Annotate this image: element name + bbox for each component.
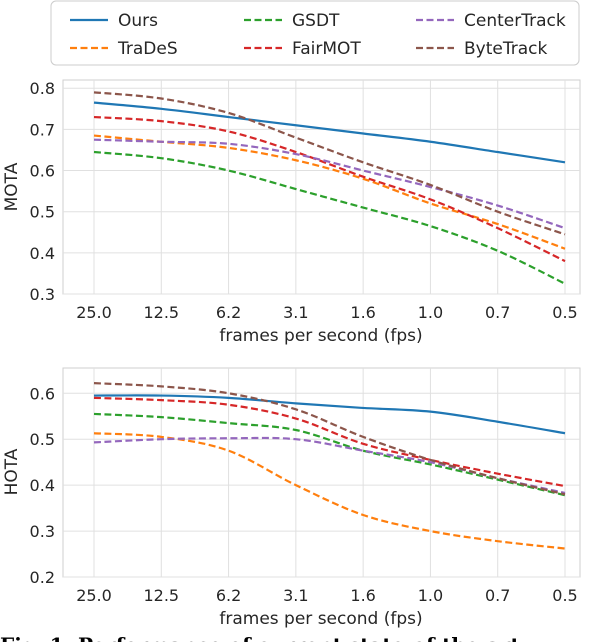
mota-x-tick-label: 3.1 <box>283 303 308 322</box>
mota-x-tick-label: 1.0 <box>418 303 443 322</box>
mota-y-tick-label: 0.5 <box>30 203 55 222</box>
mota-x-ticks: 25.0 12.5 6.2 3.1 1.6 1.0 0.7 0.5 <box>76 303 578 322</box>
mota-y-tick-label: 0.7 <box>30 120 55 139</box>
hota-y-tick-label: 0.4 <box>30 476 55 495</box>
hota-x-tick-label: 0.7 <box>485 586 510 605</box>
mota-x-axis-label: frames per second (fps) <box>219 326 422 346</box>
mota-y-axis-label: MOTA <box>2 162 22 211</box>
mota-series-ours-line <box>93 101 566 164</box>
legend-label-centertrack: CenterTrack <box>464 11 566 31</box>
mota-series-fairmot-line <box>93 115 566 263</box>
mota-series-centertrack-line <box>93 138 566 230</box>
hota-plot-area <box>62 367 581 578</box>
hota-y-tick-label: 0.3 <box>30 522 55 541</box>
mota-y-tick-label: 0.4 <box>30 244 55 263</box>
hota-x-tick-label: 6.2 <box>216 586 241 605</box>
hota-y-tick-label: 0.6 <box>30 384 55 403</box>
caption-fragment: Fig. 1: Performance of current state-of-… <box>0 633 520 642</box>
mota-x-tick-label: 6.2 <box>216 303 241 322</box>
mota-series <box>93 91 566 285</box>
mota-x-tick-label: 1.6 <box>350 303 375 322</box>
mota-x-tick-label: 25.0 <box>76 303 112 322</box>
hota-x-ticks: 25.0 12.5 6.2 3.1 1.6 1.0 0.7 0.5 <box>76 586 578 605</box>
hota-x-tick-label: 3.1 <box>283 586 308 605</box>
hota-x-axis-label: frames per second (fps) <box>219 609 422 629</box>
hota-y-axis-label: HOTA <box>2 448 22 495</box>
hota-x-tick-label: 12.5 <box>143 586 179 605</box>
hota-series-bytetrack-line <box>93 382 566 496</box>
mota-panel: 0.3 0.4 0.5 0.6 0.7 0.8 25.0 12.5 6.2 3.1 1.6 1.0 0… <box>2 79 581 346</box>
mota-y-tick-label: 0.8 <box>30 79 55 98</box>
legend-label-gsdt: GSDT <box>292 11 340 31</box>
legend-label-trades: TraDeS <box>117 39 178 59</box>
mota-x-tick-label: 12.5 <box>143 303 179 322</box>
mota-plot-area <box>62 79 581 295</box>
mota-x-tick-label: 0.5 <box>552 303 577 322</box>
hota-y-tick-label: 0.2 <box>30 568 55 587</box>
hota-x-tick-label: 1.6 <box>350 586 375 605</box>
hota-series-ours-line <box>93 394 566 435</box>
legend: Ours TraDeS GSDT FairMOT CenterTrack ByteTrac… <box>50 0 580 66</box>
hota-series-fairmot-line <box>93 396 566 488</box>
hota-x-tick-label: 0.5 <box>552 586 577 605</box>
hota-x-tick-label: 25.0 <box>76 586 112 605</box>
hota-series-gsdt-line <box>93 412 566 497</box>
mota-y-ticks: 0.3 0.4 0.5 0.6 0.7 0.8 <box>30 79 55 304</box>
mota-series-gsdt-line <box>93 150 566 285</box>
hota-panel: 0.2 0.3 0.4 0.5 0.6 25.0 12.5 6.2 3.1 1.6 1.0 0.7 0… <box>2 367 581 629</box>
hota-y-tick-label: 0.5 <box>30 430 55 449</box>
mota-series-bytetrack-line <box>93 91 566 236</box>
legend-label-fairmot: FairMOT <box>292 39 361 59</box>
legend-box <box>50 0 580 66</box>
mota-x-tick-label: 0.7 <box>485 303 510 322</box>
mota-y-tick-label: 0.3 <box>30 285 55 304</box>
legend-label-bytetrack: ByteTrack <box>464 39 547 59</box>
hota-y-ticks: 0.2 0.3 0.4 0.5 0.6 <box>30 384 55 587</box>
hota-series-trades-line <box>93 432 566 550</box>
hota-series <box>93 382 566 550</box>
mota-y-tick-label: 0.6 <box>30 162 55 181</box>
legend-label-ours: Ours <box>118 11 158 31</box>
mota-grid <box>63 80 580 295</box>
hota-x-tick-label: 1.0 <box>418 586 443 605</box>
